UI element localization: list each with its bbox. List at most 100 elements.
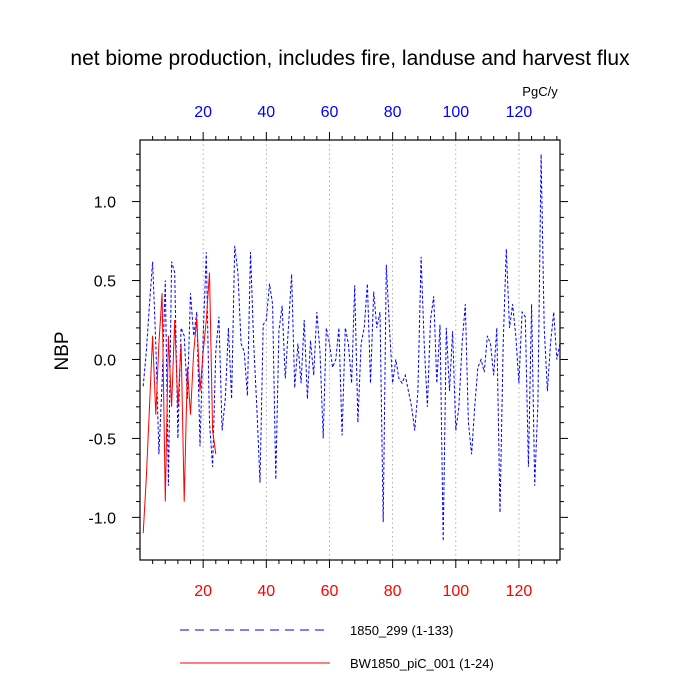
data-point bbox=[152, 335, 153, 336]
data-point bbox=[256, 406, 257, 407]
data-point bbox=[348, 343, 349, 344]
data-point bbox=[490, 343, 491, 344]
data-point bbox=[158, 454, 159, 455]
y-tick-label: -1.0 bbox=[88, 510, 116, 527]
data-point bbox=[354, 285, 355, 286]
y-tick-label: 0.0 bbox=[94, 352, 116, 369]
legend-label-bw1850: BW1850_piC_001 (1-24) bbox=[350, 656, 494, 671]
plot-frame bbox=[139, 139, 561, 561]
data-point bbox=[285, 378, 286, 379]
data-point bbox=[200, 391, 201, 392]
data-point bbox=[181, 343, 182, 344]
data-point bbox=[165, 280, 166, 281]
data-point bbox=[436, 383, 437, 384]
data-point bbox=[272, 304, 273, 305]
data-point bbox=[408, 391, 409, 392]
data-point bbox=[361, 343, 362, 344]
data-point bbox=[288, 327, 289, 328]
data-point bbox=[149, 406, 150, 407]
data-point bbox=[525, 316, 526, 317]
data-point bbox=[515, 335, 516, 336]
data-point bbox=[253, 343, 254, 344]
y-tick-label: 0.5 bbox=[94, 274, 116, 291]
data-point bbox=[474, 406, 475, 407]
data-point bbox=[411, 406, 412, 407]
data-point bbox=[351, 383, 352, 384]
data-point bbox=[338, 327, 339, 328]
data-point bbox=[206, 320, 207, 321]
data-point bbox=[332, 367, 333, 368]
data-point bbox=[222, 430, 223, 431]
data-point bbox=[212, 430, 213, 431]
data-point bbox=[244, 351, 245, 352]
data-point bbox=[506, 248, 507, 249]
data-point bbox=[278, 331, 279, 332]
data-point bbox=[155, 343, 156, 344]
data-point bbox=[398, 378, 399, 379]
x-tick-label-top: 80 bbox=[384, 104, 402, 121]
data-point bbox=[537, 403, 538, 404]
data-point bbox=[509, 327, 510, 328]
data-point bbox=[496, 327, 497, 328]
data-point bbox=[323, 438, 324, 439]
data-point bbox=[193, 335, 194, 336]
chart-title: net biome production, includes fire, lan… bbox=[70, 47, 630, 70]
series-lines bbox=[142, 154, 561, 542]
data-point bbox=[357, 422, 358, 423]
data-point bbox=[522, 312, 523, 313]
data-point bbox=[465, 304, 466, 305]
data-point bbox=[155, 414, 156, 415]
data-point bbox=[190, 414, 191, 415]
data-point bbox=[275, 479, 276, 480]
series-line-1 bbox=[142, 272, 217, 534]
x-tick-label-bottom: 100 bbox=[442, 583, 469, 600]
data-point bbox=[146, 351, 147, 352]
data-point bbox=[215, 351, 216, 352]
data-point bbox=[301, 383, 302, 384]
data-point bbox=[487, 335, 488, 336]
data-point bbox=[203, 335, 204, 336]
data-point bbox=[184, 501, 185, 502]
data-point bbox=[184, 335, 185, 336]
data-point bbox=[458, 406, 459, 407]
data-point bbox=[440, 324, 441, 325]
data-point bbox=[250, 252, 251, 253]
x-tick-label-top: 100 bbox=[442, 104, 469, 121]
data-point bbox=[193, 351, 194, 352]
data-point bbox=[174, 272, 175, 273]
data-point bbox=[320, 351, 321, 352]
data-point bbox=[307, 398, 308, 399]
data-point bbox=[443, 541, 444, 542]
data-point bbox=[446, 327, 447, 328]
data-point bbox=[556, 359, 557, 360]
data-point bbox=[162, 383, 163, 384]
data-point bbox=[402, 383, 403, 384]
x-tick-label-bottom: 40 bbox=[257, 583, 275, 600]
data-point bbox=[335, 359, 336, 360]
data-point bbox=[266, 320, 267, 321]
data-point bbox=[269, 283, 270, 284]
data-point bbox=[534, 485, 535, 486]
y-axis-label: NBP bbox=[52, 331, 73, 370]
data-point bbox=[531, 304, 532, 305]
data-point bbox=[455, 430, 456, 431]
data-point bbox=[196, 318, 197, 319]
axis-ticks bbox=[132, 132, 568, 568]
data-point bbox=[225, 398, 226, 399]
data-point bbox=[209, 272, 210, 273]
data-point bbox=[370, 383, 371, 384]
data-point bbox=[421, 256, 422, 257]
data-point bbox=[234, 245, 235, 246]
data-point bbox=[190, 293, 191, 294]
data-point bbox=[310, 340, 311, 341]
data-point bbox=[414, 430, 415, 431]
data-point bbox=[171, 261, 172, 262]
data-point bbox=[484, 372, 485, 373]
data-point bbox=[477, 367, 478, 368]
legend: 1850_299 (1-133) BW1850_piC_001 (1-24) bbox=[180, 623, 494, 671]
data-point bbox=[209, 422, 210, 423]
y-tick-label: 1.0 bbox=[94, 195, 116, 212]
data-point bbox=[364, 327, 365, 328]
data-point bbox=[206, 252, 207, 253]
data-point bbox=[218, 316, 219, 317]
